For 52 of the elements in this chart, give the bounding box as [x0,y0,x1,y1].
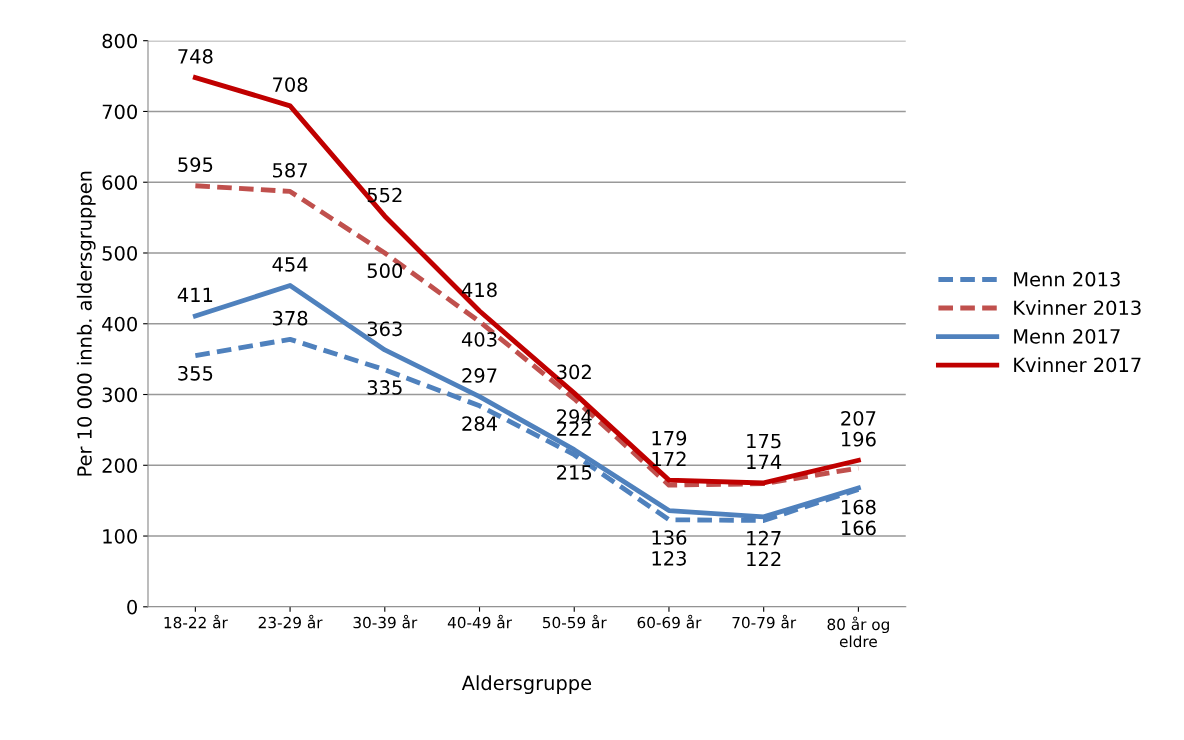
x-tick-label: 60-69 år [637,614,702,629]
data-label: 302 [557,364,591,380]
data-label: 378 [273,310,308,326]
y-tick-label: 100 [103,528,137,544]
data-label: 179 [652,430,687,446]
data-label: 168 [841,499,876,515]
data-label: 166 [841,520,876,536]
y-tick-label: 200 [102,458,137,473]
x-tick-label: 50-59 år [542,614,607,629]
legend-label: Menn 2013 [1014,271,1120,287]
x-tick-label: 18-22 år [164,614,228,629]
y-tick-label: 400 [102,316,137,332]
x-tick-label: 23-29 år [258,614,323,629]
y-tick-label: 0 [127,599,137,615]
data-label: 500 [367,263,403,279]
data-label: 748 [178,48,213,64]
data-label: 355 [178,365,213,381]
data-label: 454 [272,257,308,272]
x-tick-label: 30-39 år [353,614,418,629]
data-label: 122 [747,551,781,567]
data-label: 403 [461,332,497,347]
y-tick-label: 700 [102,104,137,120]
y-tick-label: 800 [102,33,137,49]
data-label: 215 [557,465,592,480]
data-label: 411 [177,287,213,302]
legend-label: Kvinner 2013 [1014,300,1141,316]
data-label: 587 [273,162,307,178]
y-tick-label: 600 [102,175,137,190]
x-tick-label: 80 år og eldre [827,616,889,648]
data-label: 172 [652,451,686,467]
x-tick-label: 70-79 år [732,614,797,629]
data-label: 127 [747,530,781,546]
data-label: 335 [367,380,402,395]
data-label: 708 [273,77,308,92]
data-label: 174 [747,454,782,469]
data-label: 595 [178,157,213,172]
y-tick-label: 300 [102,387,137,403]
legend-label: Menn 2017 [1014,328,1120,344]
x-axis-title: Aldersgruppe [461,675,592,695]
data-label: 175 [747,433,781,449]
legend-label: Kvinner 2017 [1014,357,1141,373]
data-label: 418 [461,282,497,298]
data-label: 363 [367,321,402,337]
data-label: 207 [841,410,876,426]
data-label: 297 [462,368,497,383]
data-label: 136 [652,530,687,545]
y-tick-label: 500 [102,245,137,261]
data-label: 284 [462,416,497,431]
data-label: 196 [841,431,876,447]
data-label: 123 [652,550,686,566]
x-tick-label: 40-49 år [447,614,512,629]
y-axis-title: Per 10 000 innb. aldersgruppen [76,171,96,476]
